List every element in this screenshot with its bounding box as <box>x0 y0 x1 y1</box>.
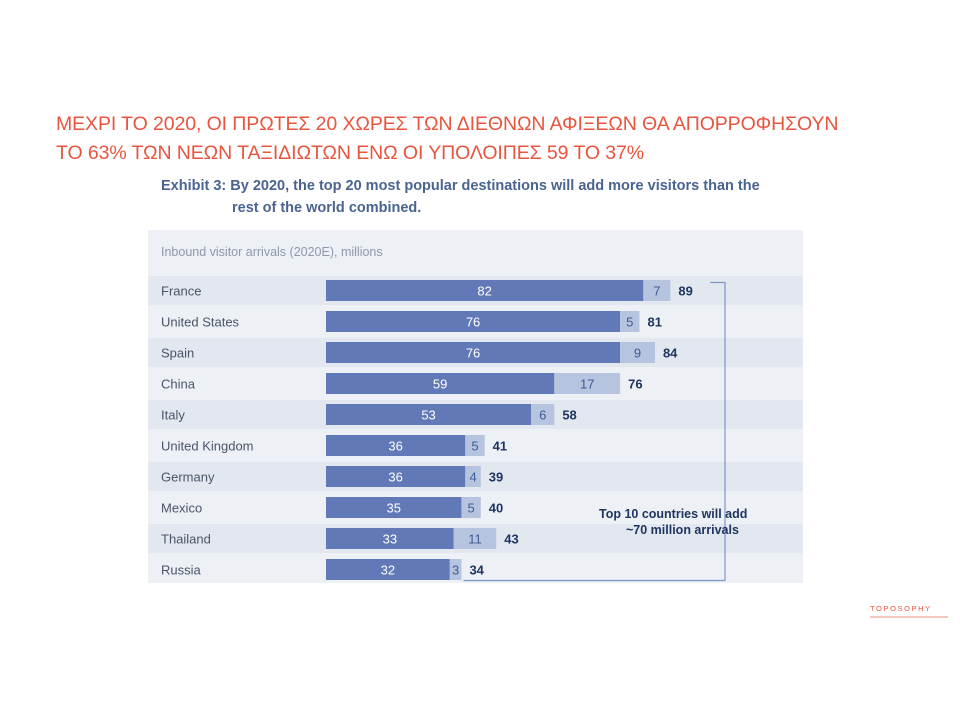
bar-added <box>531 404 555 425</box>
bar-base <box>326 466 466 487</box>
bar-added <box>453 528 497 549</box>
bar-base-label: 35 <box>386 501 400 516</box>
headline-line-2: ΤΟ 63% ΤΩΝ ΝΕΩΝ ΤΑΞΙΔΙΩΤΩΝ ΕΝΩ ΟΙ ΥΠΟΛΟΙ… <box>56 142 644 164</box>
bar-added-label: 9 <box>634 346 641 361</box>
chart-panel: Inbound visitor arrivals (2020E), millio… <box>148 230 803 583</box>
bar-added-label: 7 <box>653 284 660 299</box>
exhibit-caption-line-2: rest of the world combined. <box>232 200 422 216</box>
bar-base <box>326 280 644 301</box>
bar-base <box>326 404 532 425</box>
exhibit-caption: Exhibit 3: By 2020, the top 20 most popu… <box>161 175 811 219</box>
bar-added-label: 5 <box>468 501 475 516</box>
logo-rule <box>870 616 948 618</box>
bar-base-label: 36 <box>388 439 402 454</box>
category-label: United States <box>161 315 240 330</box>
bar-base <box>326 311 621 332</box>
bar-base-label: 33 <box>383 532 397 547</box>
bar-added-label: 11 <box>468 532 482 547</box>
bar-base <box>326 559 450 580</box>
total-label: 40 <box>489 501 503 516</box>
chart-rows: France 82 7 89 United States 76 5 81 Spain 76 9 84 C… <box>148 276 803 583</box>
category-label: Thailand <box>161 532 211 547</box>
bar-base-label: 53 <box>421 408 435 423</box>
bar-added <box>554 373 621 394</box>
exhibit-caption-line-1: Exhibit 3: By 2020, the top 20 most popu… <box>161 178 760 194</box>
bar-base-label: 32 <box>381 563 395 578</box>
bar-added <box>449 559 462 580</box>
bar-base-label: 76 <box>466 346 480 361</box>
bar-chart: Inbound visitor arrivals (2020E), millio… <box>148 245 803 583</box>
bar-added <box>643 280 671 301</box>
bar-base <box>326 435 466 456</box>
bar-base <box>326 342 621 363</box>
category-label: Italy <box>161 408 185 423</box>
total-label: 43 <box>504 532 518 547</box>
bar-base-label: 82 <box>477 284 491 299</box>
total-label: 76 <box>628 377 642 392</box>
bar-base-label: 76 <box>466 315 480 330</box>
annotation-line-1: Top 10 countries will add <box>599 507 747 521</box>
bar-added <box>465 435 485 456</box>
headline: ΜΕΧΡΙ ΤΟ 2020, ΟΙ ΠΡΩΤΕΣ 20 ΧΩΡΕΣ ΤΩΝ ΔΙ… <box>56 110 916 168</box>
total-label: 89 <box>678 284 692 299</box>
total-label: 58 <box>562 408 576 423</box>
bar-base-label: 36 <box>388 470 402 485</box>
bar-added <box>465 466 481 487</box>
annotation-line-2: ~70 million arrivals <box>626 523 739 537</box>
row-background <box>148 555 803 583</box>
bar-added <box>620 342 655 363</box>
logo-name: TOPOSOPHY <box>870 604 932 613</box>
bar-base <box>326 528 454 549</box>
chart-title: Inbound visitor arrivals (2020E), millio… <box>161 245 383 259</box>
category-label: Spain <box>161 346 194 361</box>
bar-added <box>620 311 640 332</box>
bar-base <box>326 497 462 518</box>
category-label: France <box>161 284 201 299</box>
total-label: 81 <box>647 315 661 330</box>
category-label: Russia <box>161 563 202 578</box>
total-label: 34 <box>469 563 484 578</box>
bar-added-label: 3 <box>452 563 459 578</box>
total-label: 41 <box>493 439 507 454</box>
total-label: 84 <box>663 346 678 361</box>
category-label: China <box>161 377 196 392</box>
bar-added-label: 17 <box>580 377 594 392</box>
category-label: Mexico <box>161 501 202 516</box>
bar-base-label: 59 <box>433 377 447 392</box>
toposophy-logo: TOPOSOPHY <box>870 604 960 618</box>
category-label: Germany <box>161 470 215 485</box>
headline-line-1: ΜΕΧΡΙ ΤΟ 2020, ΟΙ ΠΡΩΤΕΣ 20 ΧΩΡΕΣ ΤΩΝ ΔΙ… <box>56 113 839 135</box>
bar-added-label: 5 <box>626 315 633 330</box>
category-label: United Kingdom <box>161 439 254 454</box>
bar-added <box>461 497 481 518</box>
total-label: 39 <box>489 470 503 485</box>
bar-base <box>326 373 555 394</box>
annotation-bracket <box>463 281 726 582</box>
bar-added-label: 5 <box>471 439 478 454</box>
bar-added-label: 4 <box>469 470 476 485</box>
bar-added-label: 6 <box>539 408 546 423</box>
